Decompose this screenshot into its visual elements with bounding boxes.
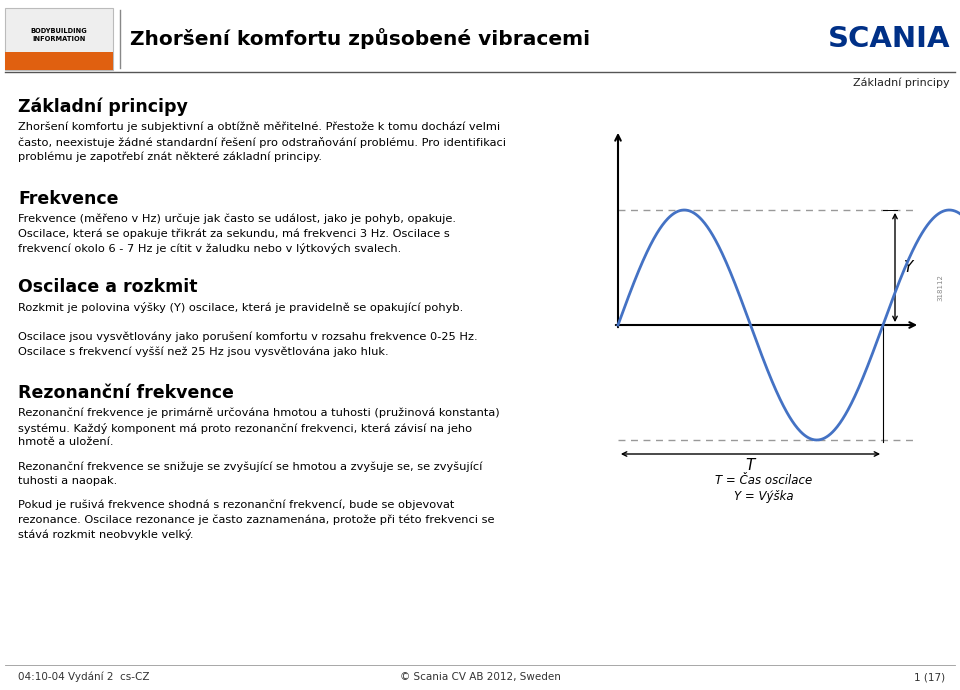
Text: T: T [746,458,756,473]
Text: 318112: 318112 [937,274,943,301]
Text: BODYBUILDING: BODYBUILDING [31,28,87,34]
Text: Oscilace jsou vysvětlovány jako porušení komfortu v rozsahu frekvence 0-25 Hz.
O: Oscilace jsou vysvětlovány jako porušení… [18,332,478,357]
Text: Rezonanční frekvence: Rezonanční frekvence [18,384,234,402]
Text: © Scania CV AB 2012, Sweden: © Scania CV AB 2012, Sweden [399,672,561,682]
Text: Rezonanční frekvence je primárně určována hmotou a tuhosti (pružinová konstanta): Rezonanční frekvence je primárně určován… [18,408,499,447]
Text: Rezonanční frekvence se snižuje se zvyšující se hmotou a zvyšuje se, se zvyšujíc: Rezonanční frekvence se snižuje se zvyšu… [18,462,482,486]
Text: Základní principy: Základní principy [853,78,950,88]
FancyBboxPatch shape [5,52,113,70]
Text: Y = Výška: Y = Výška [734,490,794,503]
Text: Zhoršení komfortu způsobené vibracemi: Zhoršení komfortu způsobené vibracemi [130,28,590,50]
Text: Y: Y [903,260,912,275]
Text: 04:10-04 Vydání 2  cs-CZ: 04:10-04 Vydání 2 cs-CZ [18,672,150,682]
Text: Oscilace a rozkmit: Oscilace a rozkmit [18,278,198,296]
Text: T = Čas oscilace: T = Čas oscilace [715,474,812,487]
Text: INFORMATION: INFORMATION [33,36,85,42]
Text: Rozkmit je polovina výšky (Y) oscilace, která je pravidelně se opakující pohyb.: Rozkmit je polovina výšky (Y) oscilace, … [18,302,464,313]
Text: Frekvence (měřeno v Hz) určuje jak často se událost, jako je pohyb, opakuje.
Osc: Frekvence (měřeno v Hz) určuje jak často… [18,214,456,254]
Text: 1 (17): 1 (17) [914,672,945,682]
Text: SCANIA: SCANIA [828,25,950,53]
Text: Pokud je rušivá frekvence shodná s rezonanční frekvencí, bude se objevovat
rezon: Pokud je rušivá frekvence shodná s rezon… [18,500,494,540]
FancyBboxPatch shape [5,8,113,70]
Text: Frekvence: Frekvence [18,190,118,208]
Text: Zhoršení komfortu je subjektivní a obtížně měřitelné. Přestože k tomu dochází ve: Zhoršení komfortu je subjektivní a obtíž… [18,122,506,162]
Text: Základní principy: Základní principy [18,98,188,117]
